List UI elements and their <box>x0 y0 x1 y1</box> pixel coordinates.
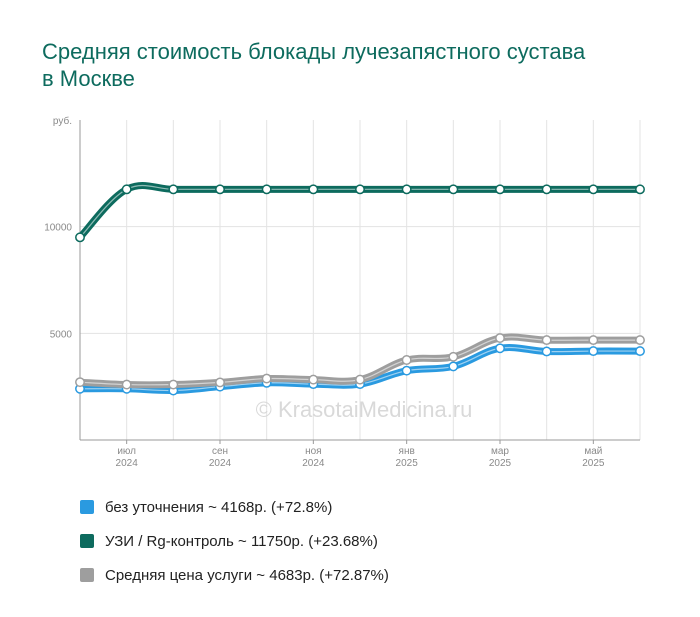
data-point[interactable] <box>355 374 365 385</box>
legend-item-average[interactable]: Средняя цена услуги ~ 4683р. (+72.87%) <box>80 558 389 592</box>
x-tick-label-year: 2025 <box>489 458 512 469</box>
data-point[interactable] <box>588 346 599 357</box>
x-tick-label-month: июл <box>117 446 136 457</box>
legend-swatch <box>80 568 94 582</box>
legend-swatch <box>80 500 94 514</box>
data-point[interactable] <box>121 184 132 195</box>
y-tick-label: 5000 <box>50 329 73 340</box>
data-point[interactable] <box>541 184 552 195</box>
data-point[interactable] <box>448 351 459 362</box>
legend-label: УЗИ / Rg-контроль ~ 11750р. (+23.68%) <box>105 532 378 550</box>
data-point[interactable] <box>261 184 272 195</box>
data-point[interactable] <box>215 377 225 388</box>
data-point[interactable] <box>401 355 412 365</box>
x-tick-label-year: 2025 <box>582 458 605 469</box>
data-point[interactable] <box>168 379 179 390</box>
x-tick-label-year: 2024 <box>302 458 325 469</box>
legend-item-no-spec[interactable]: без уточнения ~ 4168р. (+72.8%) <box>80 490 389 524</box>
x-tick-label-year: 2024 <box>209 458 232 469</box>
data-point[interactable] <box>541 346 552 357</box>
data-point[interactable] <box>401 184 412 195</box>
data-point[interactable] <box>635 346 645 357</box>
legend-label: без уточнения ~ 4168р. (+72.8%) <box>105 498 333 516</box>
data-point[interactable] <box>261 373 272 384</box>
y-unit-label: руб. <box>53 115 72 127</box>
data-point[interactable] <box>168 184 179 195</box>
data-point[interactable] <box>448 361 459 372</box>
data-point[interactable] <box>541 335 552 346</box>
x-tick-label-month: сен <box>212 446 228 457</box>
data-point[interactable] <box>308 184 319 195</box>
data-point[interactable] <box>308 374 319 385</box>
axes: 500010000руб.июл2024сен2024ноя2024янв202… <box>44 115 640 469</box>
data-point[interactable] <box>215 184 225 195</box>
legend-item-ultrasound[interactable]: УЗИ / Rg-контроль ~ 11750р. (+23.68%) <box>80 524 389 558</box>
data-point[interactable] <box>495 333 505 343</box>
x-tick-label-month: янв <box>399 446 415 457</box>
data-point[interactable] <box>401 365 412 376</box>
data-point[interactable] <box>588 335 599 346</box>
legend-swatch <box>80 534 94 548</box>
series-group <box>75 182 645 396</box>
data-point[interactable] <box>75 377 85 388</box>
data-point[interactable] <box>635 335 645 346</box>
x-tick-label-month: ноя <box>305 446 322 457</box>
watermark: © KrasotaiMedicina.ru <box>256 397 473 422</box>
x-tick-label-month: мар <box>491 446 509 457</box>
data-point[interactable] <box>75 232 85 243</box>
line-chart: © KrasotaiMedicina.ru 500010000руб.июл20… <box>44 115 645 469</box>
chart-title: Средняя стоимость блокады лучезапястного… <box>42 39 586 91</box>
legend: без уточнения ~ 4168р. (+72.8%) УЗИ / Rg… <box>80 490 389 592</box>
data-point[interactable] <box>495 184 505 195</box>
x-tick-label-month: май <box>584 446 602 457</box>
legend-label: Средняя цена услуги ~ 4683р. (+72.87%) <box>105 566 389 584</box>
data-point[interactable] <box>355 184 365 195</box>
data-point[interactable] <box>448 184 459 195</box>
data-point[interactable] <box>588 184 599 195</box>
x-tick-label-year: 2024 <box>116 458 139 469</box>
data-point[interactable] <box>121 379 132 390</box>
data-point[interactable] <box>635 184 645 195</box>
data-point[interactable] <box>495 343 505 354</box>
y-tick-label: 10000 <box>44 223 72 234</box>
x-tick-label-year: 2025 <box>396 458 419 469</box>
